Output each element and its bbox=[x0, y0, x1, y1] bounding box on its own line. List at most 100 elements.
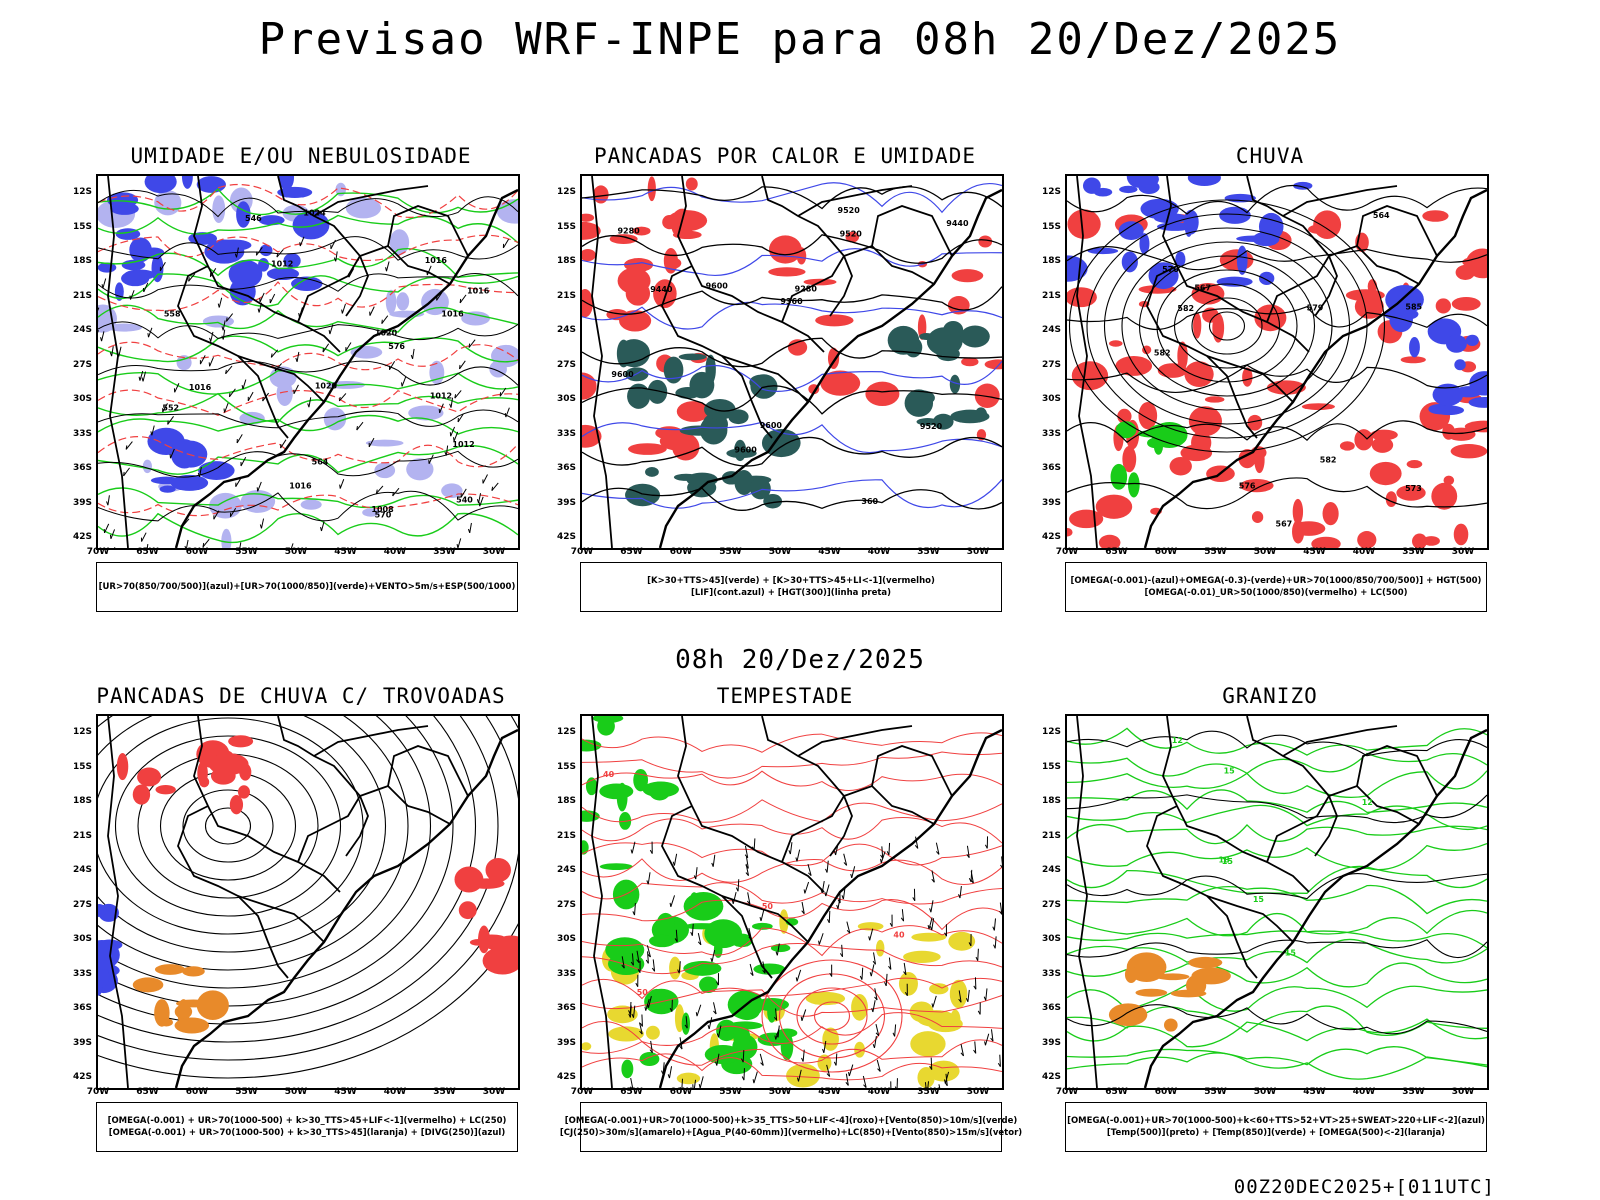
hgt500-contour bbox=[1067, 364, 1487, 393]
wind-vector bbox=[994, 936, 997, 949]
rain-area-green bbox=[1151, 422, 1188, 448]
wind-vector bbox=[504, 413, 507, 418]
wind-vector bbox=[826, 860, 829, 873]
contour-label: 582 bbox=[1177, 304, 1194, 313]
jet-area-yellow bbox=[792, 1063, 819, 1086]
wind-vector bbox=[848, 1072, 850, 1077]
wind-vector bbox=[681, 1078, 683, 1088]
longitude-tick-label: 40W bbox=[1352, 1087, 1376, 1097]
wind-vector bbox=[307, 403, 310, 408]
wind-vector bbox=[776, 943, 780, 956]
wind-vector bbox=[162, 403, 168, 413]
precipitable-water-contour bbox=[813, 1001, 851, 1031]
longitude-tick-label: 65W bbox=[136, 547, 159, 557]
storm-area-orange bbox=[132, 977, 164, 993]
latitude-tick-label: 15S bbox=[556, 761, 576, 772]
storm-area-red bbox=[197, 761, 208, 785]
contour-label: 9440 bbox=[946, 219, 969, 228]
wind-vector bbox=[695, 867, 698, 880]
temp500-contour bbox=[1067, 730, 1487, 757]
country-border bbox=[359, 784, 451, 825]
latitude-tick-label: 33S bbox=[556, 428, 576, 439]
jet-area-yellow bbox=[676, 1072, 701, 1085]
longitude-tick-label: 65W bbox=[620, 547, 643, 557]
wind850-area-green bbox=[713, 941, 723, 958]
wind-vector bbox=[929, 926, 933, 931]
map-svg: 9600 9600 9600 9520 9520 9440 9440 9360 9280 9280… bbox=[582, 176, 1002, 548]
longitude-tick-label: 45W bbox=[818, 1087, 841, 1097]
wind-vector bbox=[118, 346, 122, 357]
jet-area-yellow bbox=[910, 1031, 946, 1057]
wind-vector bbox=[634, 903, 636, 916]
rain-area-red bbox=[1322, 502, 1339, 526]
country-border bbox=[781, 795, 845, 863]
rain-area-red bbox=[1117, 408, 1132, 424]
temp850-contour bbox=[1067, 938, 1487, 964]
wind-vector bbox=[803, 889, 806, 894]
wind-vector bbox=[197, 472, 201, 478]
humidity-area-light bbox=[323, 407, 347, 431]
wind-vector bbox=[259, 292, 265, 303]
wind-vector bbox=[240, 456, 247, 467]
humidity-contour-low bbox=[98, 214, 518, 244]
wind-vector bbox=[650, 1040, 653, 1053]
contour-label: 12 bbox=[1172, 736, 1183, 745]
country-border bbox=[1356, 745, 1438, 797]
latitude-tick-label: 36S bbox=[72, 1003, 92, 1013]
longitude-tick-label: 45W bbox=[334, 547, 357, 557]
country-border bbox=[591, 716, 613, 1088]
rain-area-red bbox=[1239, 479, 1274, 493]
rain-area-red bbox=[1431, 482, 1458, 510]
wind-vector bbox=[228, 392, 231, 397]
map-area: 12 15 15 12 15 15 18 bbox=[1065, 714, 1489, 1090]
wind-vector bbox=[749, 963, 754, 976]
wind-vector bbox=[745, 856, 749, 869]
wind-vector bbox=[927, 925, 930, 930]
coastline bbox=[658, 728, 1002, 1088]
humidity-area-light bbox=[408, 405, 444, 421]
wind-vector bbox=[892, 1032, 896, 1037]
wind-vector bbox=[375, 489, 378, 494]
hgt500-contour bbox=[1067, 306, 1487, 330]
humidity-contour-low bbox=[98, 369, 518, 395]
contour-label: 9360 bbox=[780, 297, 803, 306]
wind-vector bbox=[889, 922, 893, 927]
wind-vector bbox=[880, 851, 886, 863]
wind-vector bbox=[295, 357, 298, 362]
wind-vector bbox=[645, 999, 650, 1011]
jet-area-yellow bbox=[669, 956, 681, 980]
latitude-tick-label: 30S bbox=[556, 934, 576, 944]
jet-area-yellow bbox=[929, 983, 949, 995]
latitude-tick-label: 15S bbox=[556, 221, 576, 232]
rain-area-green bbox=[1115, 421, 1137, 439]
precipitable-water-contour bbox=[582, 1012, 1002, 1046]
wind-vector bbox=[675, 929, 678, 942]
humidity-contour-low bbox=[98, 273, 518, 307]
humidity-area-upper bbox=[144, 176, 177, 194]
contour-label: 9600 bbox=[706, 282, 729, 291]
wind-vector bbox=[296, 351, 300, 362]
wind-vector bbox=[970, 879, 974, 884]
panel-pancadas-calor: PANCADAS POR CALOR E UMIDADE 12S 15S 18S 21S… bbox=[550, 144, 1020, 624]
wind-vector bbox=[904, 992, 908, 996]
jet-area-yellow bbox=[911, 932, 947, 942]
country-border bbox=[387, 745, 469, 797]
hgt300-contour bbox=[582, 286, 1002, 315]
longitude-tick-label: 65W bbox=[1105, 547, 1128, 557]
wind-vector bbox=[861, 967, 864, 980]
wind-vector bbox=[931, 1003, 934, 1008]
latitude-tick-label: 21S bbox=[1041, 290, 1061, 301]
country-border bbox=[1328, 244, 1420, 285]
jet-area-yellow bbox=[903, 950, 941, 963]
wind-vector bbox=[930, 900, 934, 913]
country-border bbox=[1246, 176, 1338, 317]
contour-label: 540 bbox=[456, 496, 473, 505]
hgt300-contour bbox=[582, 186, 1002, 210]
storm-area-red bbox=[458, 901, 477, 920]
contour-label: 567 bbox=[1194, 283, 1211, 292]
longitude-tick-label: 35W bbox=[1402, 547, 1425, 557]
country-border bbox=[1146, 805, 1258, 979]
humidity-area-upper bbox=[188, 232, 218, 245]
wind-vector bbox=[651, 967, 655, 972]
wind-vector bbox=[107, 495, 110, 506]
